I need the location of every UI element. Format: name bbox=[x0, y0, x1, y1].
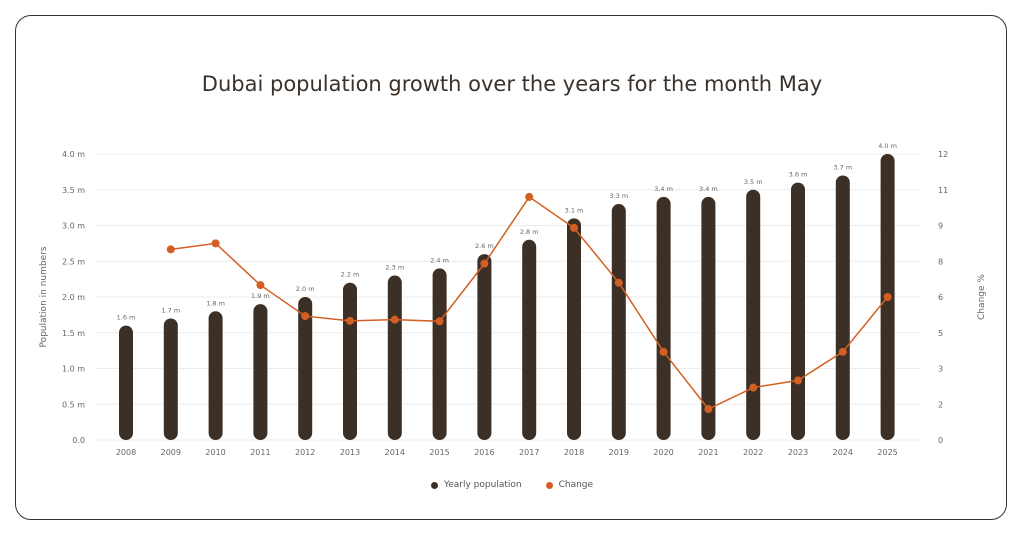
y-tick-label: 2.5 m bbox=[62, 257, 85, 266]
change-point bbox=[166, 245, 175, 254]
bar bbox=[477, 254, 492, 440]
x-tick-label: 2008 bbox=[116, 448, 136, 457]
y2-axis-title: Change % bbox=[977, 274, 987, 320]
bar bbox=[522, 239, 537, 440]
chart-title: Dubai population growth over the years f… bbox=[201, 72, 823, 96]
x-tick-label: 2011 bbox=[250, 448, 270, 457]
x-tick-label: 2021 bbox=[698, 448, 718, 457]
x-tick-label: 2010 bbox=[205, 448, 225, 457]
x-tick-label: 2012 bbox=[295, 448, 315, 457]
x-tick-label: 2023 bbox=[788, 448, 808, 457]
x-tick-label: 2020 bbox=[653, 448, 673, 457]
bar-value-label: 3.4 m bbox=[654, 185, 673, 193]
bar bbox=[611, 204, 626, 440]
x-tick-label: 2017 bbox=[519, 448, 539, 457]
change-point bbox=[256, 281, 265, 290]
change-point bbox=[838, 347, 847, 356]
y2-tick-label: 9 bbox=[938, 222, 943, 231]
bar-value-label: 2.6 m bbox=[475, 242, 494, 250]
bar-value-label: 3.7 m bbox=[833, 163, 852, 171]
change-point bbox=[211, 239, 220, 248]
x-tick-label: 2019 bbox=[609, 448, 629, 457]
legend-item-population[interactable]: Yearly population bbox=[430, 480, 522, 490]
bar-value-label: 3.5 m bbox=[744, 178, 763, 186]
x-tick-label: 2024 bbox=[833, 448, 853, 457]
y2-tick-label: 12 bbox=[938, 150, 948, 159]
bar bbox=[432, 268, 447, 440]
bar-value-label: 3.6 m bbox=[789, 171, 808, 179]
change-point bbox=[480, 259, 489, 268]
bar-value-label: 1.8 m bbox=[206, 299, 225, 307]
bar-value-label: 1.7 m bbox=[161, 306, 180, 314]
change-point bbox=[301, 312, 310, 321]
bar-value-label: 1.9 m bbox=[251, 292, 270, 300]
bar-value-label: 2.0 m bbox=[296, 285, 315, 293]
bar-value-label: 2.3 m bbox=[385, 264, 404, 272]
change-point bbox=[659, 347, 668, 356]
bar bbox=[656, 196, 671, 440]
y2-tick-label: 3 bbox=[938, 365, 943, 374]
y-tick-label: 1.0 m bbox=[62, 365, 85, 374]
bar-value-label: 4.0 m bbox=[878, 142, 897, 150]
y2-tick-label: 11 bbox=[938, 186, 948, 195]
bar bbox=[567, 218, 581, 440]
bar-value-label: 3.1 m bbox=[565, 206, 584, 214]
legend-dot-change bbox=[545, 481, 553, 489]
y2-tick-label: 0 bbox=[938, 436, 943, 445]
x-tick-label: 2013 bbox=[340, 448, 360, 457]
change-point bbox=[435, 317, 444, 326]
x-tick-label: 2025 bbox=[877, 448, 897, 457]
y-axis-title: Population in numbers bbox=[39, 246, 49, 347]
x-tick-label: 2009 bbox=[161, 448, 181, 457]
y-tick-label: 2.0 m bbox=[62, 293, 85, 302]
x-tick-label: 2016 bbox=[474, 448, 494, 457]
bar bbox=[791, 182, 805, 440]
bar bbox=[835, 175, 850, 440]
bar bbox=[701, 196, 716, 440]
bar-value-label: 2.4 m bbox=[430, 256, 449, 264]
bar-value-label: 3.4 m bbox=[699, 185, 718, 193]
y2-tick-label: 6 bbox=[938, 293, 943, 302]
change-point bbox=[704, 405, 713, 414]
change-point bbox=[614, 278, 623, 287]
change-point bbox=[525, 192, 534, 201]
change-point bbox=[749, 383, 758, 392]
y-tick-label: 3.5 m bbox=[62, 186, 85, 195]
y-tick-label: 1.5 m bbox=[62, 329, 85, 338]
y-tick-label: 0.5 m bbox=[62, 400, 85, 409]
bar bbox=[253, 304, 268, 440]
change-point bbox=[570, 223, 578, 232]
legend-dot-population bbox=[430, 481, 438, 489]
x-tick-label: 2018 bbox=[564, 448, 584, 457]
y-tick-label: 3.0 m bbox=[62, 222, 85, 231]
bar bbox=[163, 318, 178, 440]
bar-value-label: 3.3 m bbox=[609, 192, 628, 200]
bar-value-label: 2.8 m bbox=[520, 228, 539, 236]
change-point bbox=[883, 293, 892, 301]
change-point bbox=[346, 316, 354, 325]
change-point bbox=[794, 376, 802, 385]
bar-value-label: 1.6 m bbox=[117, 314, 136, 322]
bar bbox=[387, 275, 402, 440]
bar bbox=[119, 325, 133, 440]
bar bbox=[298, 297, 313, 440]
x-tick-label: 2015 bbox=[429, 448, 449, 457]
y-tick-label: 4.0 m bbox=[62, 150, 85, 159]
x-tick-label: 2022 bbox=[743, 448, 763, 457]
y2-tick-label: 5 bbox=[938, 329, 943, 338]
legend: Yearly population Change bbox=[0, 480, 1024, 490]
legend-label-population: Yearly population bbox=[443, 480, 522, 490]
legend-item-change[interactable]: Change bbox=[545, 480, 594, 490]
x-tick-label: 2014 bbox=[385, 448, 405, 457]
bar-value-label: 2.2 m bbox=[341, 271, 360, 279]
bar bbox=[746, 189, 761, 440]
bar bbox=[343, 282, 357, 440]
legend-label-change: Change bbox=[558, 480, 594, 490]
bar bbox=[208, 311, 223, 440]
y2-tick-label: 2 bbox=[938, 400, 943, 409]
y-tick-label: 0.0 bbox=[72, 436, 85, 445]
y2-tick-label: 8 bbox=[938, 257, 943, 266]
change-point bbox=[390, 315, 399, 324]
